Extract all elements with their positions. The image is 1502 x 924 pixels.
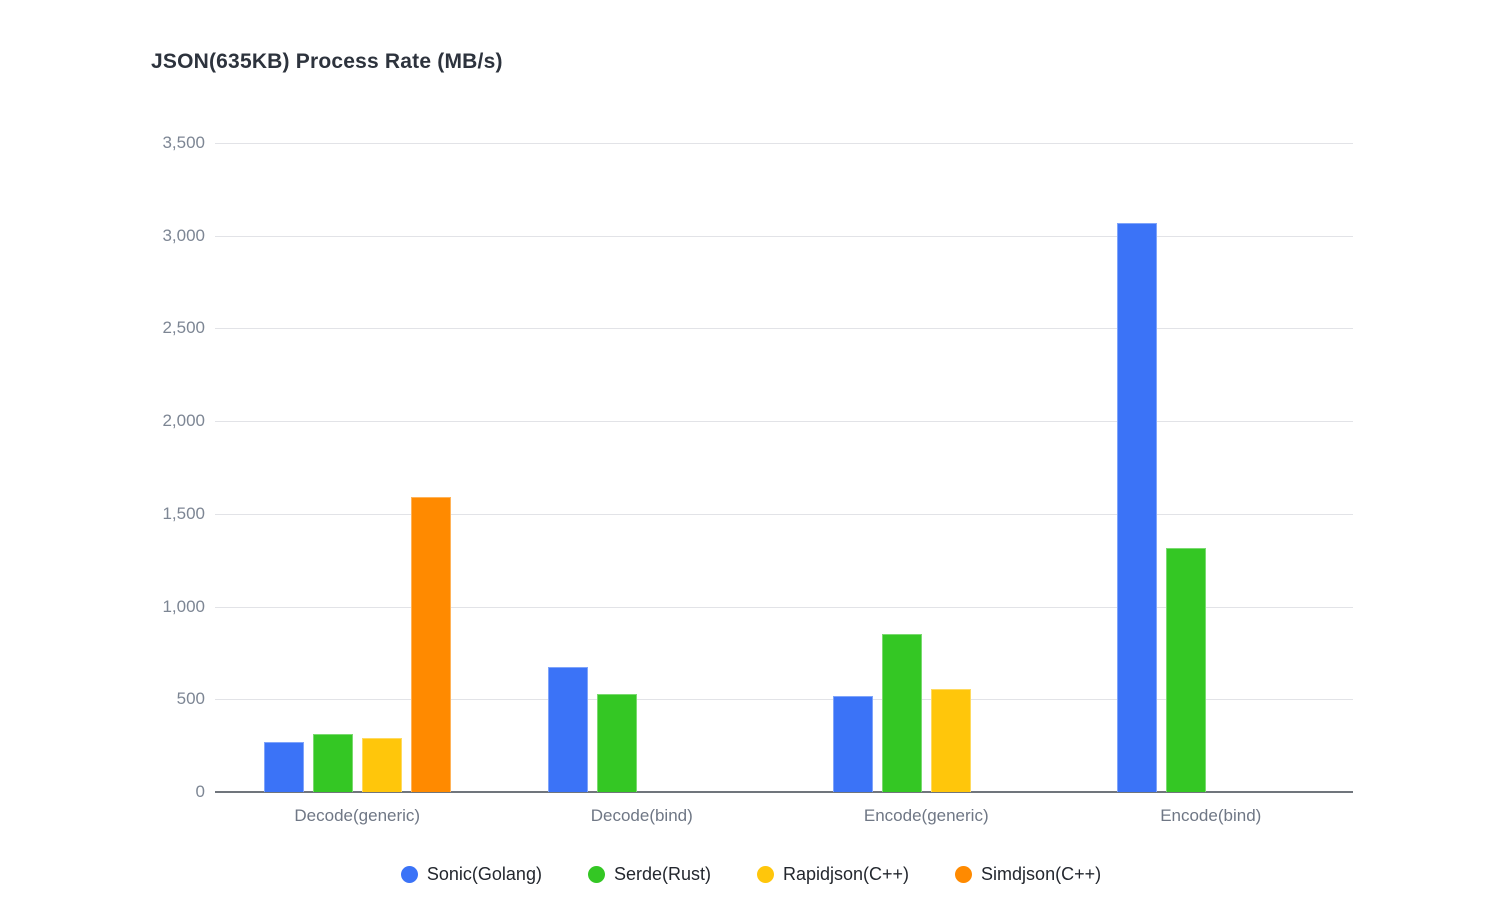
bar-sonic-golang-encode-bind[interactable]	[1117, 223, 1158, 792]
x-axis-line	[215, 791, 1353, 793]
bar-rapidjson-c-decode-generic[interactable]	[361, 738, 402, 792]
bar-simdjson-c-decode-generic[interactable]	[410, 497, 451, 792]
bar-sonic-golang-decode-generic[interactable]	[263, 742, 304, 792]
x-axis-category-label: Decode(bind)	[590, 806, 693, 825]
gridline-1-000	[215, 606, 1353, 608]
y-axis-tick-label: 1,500	[162, 503, 205, 523]
legend-dot-icon	[955, 866, 973, 883]
y-axis-tick-label: 2,000	[162, 411, 205, 431]
bars-row	[215, 497, 500, 792]
gridline-1-500	[215, 513, 1353, 515]
bar-group-decode-bind: Decode(bind)	[500, 143, 785, 825]
x-axis-category-label: Encode(generic)	[863, 806, 989, 825]
bar-serde-rust-encode-generic[interactable]	[881, 634, 922, 792]
bar-serde-rust-decode-generic[interactable]	[312, 734, 353, 792]
gridline-3-500	[215, 143, 1353, 144]
legend-item-label: Rapidjson(C++)	[782, 864, 910, 884]
bar-serde-rust-encode-bind[interactable]	[1166, 548, 1207, 792]
legend-item-sonic-golang[interactable]: Sonic(Golang)	[400, 864, 542, 885]
legend-dot-icon	[587, 866, 605, 883]
chart-legend: Sonic(Golang) Serde(Rust) Rapidjson(C++) Si…	[0, 864, 1502, 885]
y-axis-tick-label: 2,500	[162, 318, 205, 338]
bars-row	[500, 667, 785, 792]
bars-row	[784, 634, 1069, 792]
bar-group-decode-generic: Decode(generic)	[215, 143, 500, 825]
bar-group-encode-generic: Encode(generic)	[784, 143, 1069, 825]
y-axis-tick-label: 500	[176, 689, 205, 709]
bar-group-encode-bind: Encode(bind)	[1069, 143, 1354, 825]
plot-area: 0 500 1,000 1,500 2,000 2,500 3,000 3,500 Decode…	[162, 133, 1354, 825]
bar-sonic-golang-decode-bind[interactable]	[548, 667, 589, 792]
x-axis-category-label: Encode(bind)	[1160, 806, 1262, 825]
legend-item-simdjson-c[interactable]: Simdjson(C++)	[955, 864, 1101, 885]
x-axis-category-label: Decode(generic)	[294, 806, 421, 825]
bars-row	[1069, 223, 1354, 792]
legend-item-serde-rust[interactable]: Serde(Rust)	[587, 864, 711, 885]
gridline-2-000	[215, 421, 1353, 423]
legend-item-label: Simdjson(C++)	[981, 864, 1102, 884]
legend-dot-icon	[400, 866, 418, 883]
y-axis-tick-label: 1,000	[162, 596, 205, 616]
bar-serde-rust-decode-bind[interactable]	[597, 694, 638, 792]
bar-sonic-golang-encode-generic[interactable]	[832, 696, 873, 792]
gridline-500	[215, 699, 1353, 701]
legend-item-label: Sonic(Golang)	[426, 864, 542, 884]
legend-item-rapidjson-c[interactable]: Rapidjson(C++)	[756, 864, 910, 885]
gridline-2-500	[215, 328, 1353, 330]
legend-item-label: Serde(Rust)	[613, 864, 711, 884]
bar-rapidjson-c-encode-generic[interactable]	[930, 689, 971, 792]
chart-title: JSON(635KB) Process Rate (MB/s)	[151, 50, 503, 73]
gridline-3-000	[215, 235, 1353, 237]
legend-dot-icon	[756, 866, 774, 883]
y-axis-tick-label: 0	[195, 782, 205, 801]
y-axis-tick-label: 3,500	[162, 133, 205, 152]
y-axis-tick-label: 3,000	[162, 225, 205, 245]
